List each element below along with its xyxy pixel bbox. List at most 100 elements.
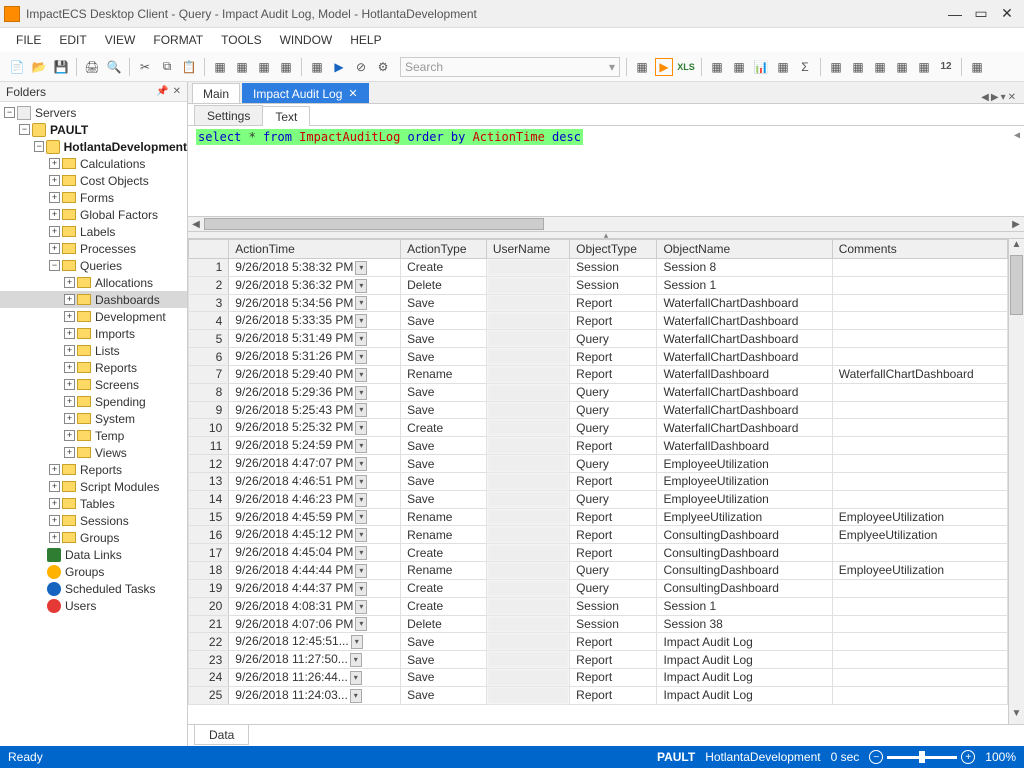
- tool-icon[interactable]: ▦: [774, 58, 792, 76]
- tree-node[interactable]: +Spending: [0, 393, 187, 410]
- tree-node[interactable]: +Imports: [0, 325, 187, 342]
- scroll-right-icon[interactable]: ▶: [1008, 219, 1024, 230]
- zoom-thumb[interactable]: [919, 751, 925, 763]
- table-row[interactable]: 139/26/2018 4:46:51 PM▾Save████ReportEmp…: [189, 472, 1008, 490]
- splitter-up[interactable]: ▴: [188, 232, 1024, 239]
- column-header[interactable]: ObjectType: [570, 240, 657, 259]
- tool-icon[interactable]: XLS: [677, 58, 695, 76]
- tool-icon[interactable]: ▦: [277, 58, 295, 76]
- pin-icon[interactable]: 📌: [156, 86, 168, 97]
- menu-format[interactable]: FORMAT: [153, 33, 203, 47]
- table-row[interactable]: 219/26/2018 4:07:06 PM▾Delete████Session…: [189, 615, 1008, 633]
- run-icon[interactable]: ▶: [330, 58, 348, 76]
- table-row[interactable]: 89/26/2018 5:29:36 PM▾Save████QueryWater…: [189, 383, 1008, 401]
- tree-node[interactable]: +Screens: [0, 376, 187, 393]
- menu-help[interactable]: HELP: [350, 33, 381, 47]
- paste-icon[interactable]: 📋: [180, 58, 198, 76]
- table-row[interactable]: 209/26/2018 4:08:31 PM▾Create████Session…: [189, 597, 1008, 615]
- tree-node[interactable]: +Script Modules: [0, 478, 187, 495]
- scroll-thumb[interactable]: [1010, 255, 1023, 315]
- tool-icon[interactable]: ▦: [915, 58, 933, 76]
- print-icon[interactable]: 🖨: [83, 58, 101, 76]
- tree-node[interactable]: Data Links: [0, 546, 187, 563]
- tree-node[interactable]: +Temp: [0, 427, 187, 444]
- menu-window[interactable]: WINDOW: [280, 33, 333, 47]
- zoom-out-icon[interactable]: −: [869, 750, 883, 764]
- tree-node[interactable]: −PAULT: [0, 121, 187, 138]
- table-row[interactable]: 39/26/2018 5:34:56 PM▾Save████ReportWate…: [189, 294, 1008, 312]
- table-row[interactable]: 99/26/2018 5:25:43 PM▾Save████QueryWater…: [189, 401, 1008, 419]
- nav-menu-icon[interactable]: ▾: [1001, 92, 1006, 103]
- tree-node[interactable]: +Lists: [0, 342, 187, 359]
- table-row[interactable]: 109/26/2018 5:25:32 PM▾Create████QueryWa…: [189, 419, 1008, 437]
- nav-left-icon[interactable]: ◀: [981, 92, 989, 103]
- stop-icon[interactable]: ⊘: [352, 58, 370, 76]
- chart-icon[interactable]: 📊: [752, 58, 770, 76]
- zoom-track[interactable]: [887, 756, 957, 759]
- tree-node[interactable]: −Queries: [0, 257, 187, 274]
- tool-icon[interactable]: ▶: [655, 58, 673, 76]
- tool-icon[interactable]: ▦: [849, 58, 867, 76]
- table-row[interactable]: 169/26/2018 4:45:12 PM▾Rename████ReportC…: [189, 526, 1008, 544]
- scroll-left-icon[interactable]: ◀: [188, 219, 204, 230]
- inner-tab-settings[interactable]: Settings: [194, 105, 263, 125]
- table-row[interactable]: 229/26/2018 12:45:51...▾Save████ReportIm…: [189, 633, 1008, 651]
- tree-node[interactable]: +Groups: [0, 529, 187, 546]
- tree-node[interactable]: Users: [0, 597, 187, 614]
- tree-node[interactable]: Scheduled Tasks: [0, 580, 187, 597]
- menu-tools[interactable]: TOOLS: [221, 33, 261, 47]
- menu-file[interactable]: FILE: [16, 33, 41, 47]
- folder-tree[interactable]: −Servers−PAULT−HotlantaDevelopment+Calcu…: [0, 102, 187, 746]
- table-row[interactable]: 59/26/2018 5:31:49 PM▾Save████QueryWater…: [189, 330, 1008, 348]
- table-row[interactable]: 49/26/2018 5:33:35 PM▾Save████ReportWate…: [189, 312, 1008, 330]
- table-row[interactable]: 19/26/2018 5:38:32 PM▾Create████SessionS…: [189, 259, 1008, 277]
- table-row[interactable]: 79/26/2018 5:29:40 PM▾Rename████ReportWa…: [189, 365, 1008, 383]
- tool-icon[interactable]: ▦: [255, 58, 273, 76]
- menu-edit[interactable]: EDIT: [59, 33, 86, 47]
- nav-right-icon[interactable]: ▶: [991, 92, 999, 103]
- scroll-thumb[interactable]: [204, 218, 544, 230]
- nav-close-icon[interactable]: ✕: [1008, 92, 1016, 103]
- tool-icon[interactable]: ▦: [730, 58, 748, 76]
- font-size-icon[interactable]: 12: [937, 58, 955, 76]
- column-header[interactable]: Comments: [832, 240, 1007, 259]
- vscrollbar[interactable]: ▲ ▼: [1008, 239, 1024, 724]
- tree-node[interactable]: +Cost Objects: [0, 172, 187, 189]
- tool-icon[interactable]: ▦: [708, 58, 726, 76]
- table-row[interactable]: 249/26/2018 11:26:44...▾Save████ReportIm…: [189, 669, 1008, 687]
- tree-node[interactable]: −Servers: [0, 104, 187, 121]
- tool-icon[interactable]: ▦: [233, 58, 251, 76]
- tool-icon[interactable]: ▦: [893, 58, 911, 76]
- tree-node[interactable]: +Reports: [0, 461, 187, 478]
- new-icon[interactable]: 📄: [8, 58, 26, 76]
- tab-impact-audit-log[interactable]: Impact Audit Log✕: [242, 83, 369, 103]
- minimize-button[interactable]: —: [942, 4, 968, 24]
- table-row[interactable]: 69/26/2018 5:31:26 PM▾Save████ReportWate…: [189, 348, 1008, 366]
- results-grid[interactable]: ActionTimeActionTypeUserNameObjectTypeOb…: [188, 239, 1008, 724]
- tool-icon[interactable]: ▦: [827, 58, 845, 76]
- tree-node[interactable]: Groups: [0, 563, 187, 580]
- tree-node[interactable]: +Views: [0, 444, 187, 461]
- tool-icon[interactable]: ▦: [211, 58, 229, 76]
- tree-node[interactable]: +Sessions: [0, 512, 187, 529]
- close-icon[interactable]: ✕: [173, 86, 181, 97]
- tool-icon[interactable]: ▦: [633, 58, 651, 76]
- tool-icon[interactable]: ▦: [871, 58, 889, 76]
- column-header[interactable]: ActionTime: [229, 240, 401, 259]
- bottom-tab-data[interactable]: Data: [194, 725, 249, 745]
- tree-node[interactable]: −HotlantaDevelopment: [0, 138, 187, 155]
- tree-node[interactable]: +System: [0, 410, 187, 427]
- cut-icon[interactable]: ✂: [136, 58, 154, 76]
- table-row[interactable]: 159/26/2018 4:45:59 PM▾Rename████ReportE…: [189, 508, 1008, 526]
- chevron-down-icon[interactable]: ▾: [609, 60, 615, 74]
- tree-node[interactable]: +Forms: [0, 189, 187, 206]
- tree-node[interactable]: +Labels: [0, 223, 187, 240]
- scroll-down-icon[interactable]: ▼: [1009, 708, 1024, 724]
- tree-node[interactable]: +Processes: [0, 240, 187, 257]
- column-header[interactable]: ActionType: [401, 240, 487, 259]
- inner-tab-text[interactable]: Text: [262, 106, 310, 126]
- preview-icon[interactable]: 🔍: [105, 58, 123, 76]
- maximize-button[interactable]: ▭: [968, 4, 994, 24]
- tab-main[interactable]: Main: [192, 83, 240, 103]
- gear-icon[interactable]: ⚙: [374, 58, 392, 76]
